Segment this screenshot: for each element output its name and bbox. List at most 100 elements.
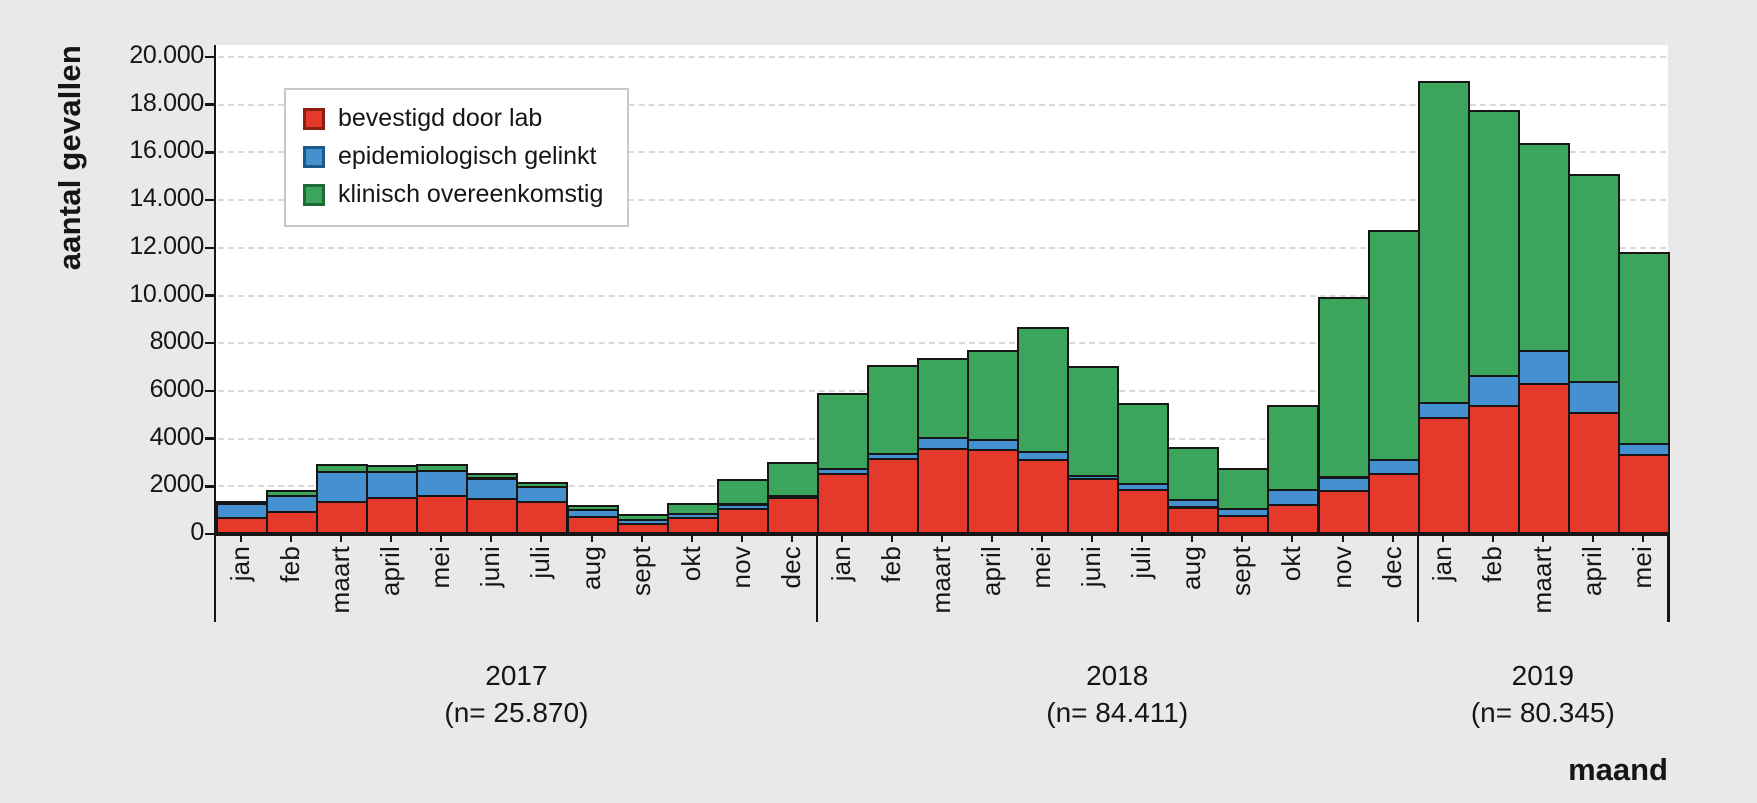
x-tick-mark	[1191, 536, 1194, 542]
x-tick-label: maart	[325, 546, 356, 614]
bar-segment-bevestigd	[1267, 504, 1320, 534]
bar-segment-klinisch	[266, 489, 319, 497]
bar-segment-klinisch	[1217, 468, 1270, 511]
x-tick-label: juli	[525, 546, 556, 579]
bar-segment-bevestigd	[1017, 458, 1070, 534]
x-tick-label: juli	[1126, 546, 1157, 579]
bar-segment-klinisch	[917, 357, 970, 440]
year-label: 2017	[485, 660, 548, 691]
x-tick-label: aug	[1176, 546, 1207, 590]
bar-segment-klinisch	[967, 350, 1020, 442]
y-tick-label: 16.000	[129, 136, 204, 165]
bar-segment-bevestigd	[1567, 412, 1620, 534]
year-n-label: (n= 80.345)	[1470, 696, 1615, 728]
bar-segment-klinisch	[766, 462, 819, 498]
y-tick-mark	[205, 485, 216, 488]
y-tick-mark	[205, 198, 216, 202]
bar-segment-klinisch	[616, 514, 669, 522]
x-tick-mark	[1041, 536, 1044, 542]
x-tick-label: maart	[926, 546, 956, 614]
x-tick-mark	[1441, 536, 1444, 542]
y-tick-mark	[205, 103, 216, 106]
x-tick-mark	[1541, 536, 1544, 542]
x-tick-mark	[740, 536, 743, 542]
x-tick-mark	[941, 536, 943, 542]
bar-segment-klinisch	[1567, 173, 1620, 384]
bar-segment-klinisch	[1067, 365, 1120, 478]
bar-segment-klinisch	[1467, 109, 1520, 378]
bar-segment-bevestigd	[566, 516, 619, 534]
year-caption: 2017 (n= 25.870)	[356, 658, 676, 732]
bar-segment-bevestigd	[416, 494, 469, 534]
gridline	[218, 199, 1666, 202]
legend-swatch-red	[303, 107, 325, 130]
y-tick-label: 2000	[149, 470, 205, 499]
x-axis-title: maand	[1568, 752, 1668, 787]
bar-segment-bevestigd	[766, 497, 819, 534]
x-axis-line	[213, 533, 1668, 536]
bar-segment-klinisch	[216, 500, 269, 505]
gridline	[218, 246, 1666, 249]
gridline	[218, 294, 1666, 297]
bar-segment-klinisch	[1317, 296, 1370, 479]
gridline	[218, 151, 1666, 154]
x-tick-mark	[790, 536, 793, 542]
y-tick-label: 14.000	[129, 184, 204, 213]
bar-segment-bevestigd	[967, 449, 1020, 534]
x-tick-mark	[1091, 536, 1094, 542]
x-tick-mark	[440, 536, 443, 542]
legend-item-epidemiologisch: epidemiologisch gelinkt	[303, 142, 603, 171]
year-caption: 2019 (n= 80.345)	[1383, 658, 1703, 732]
x-tick-mark	[890, 536, 893, 542]
bar-segment-klinisch	[1267, 405, 1320, 491]
x-tick-label: nov	[1326, 546, 1357, 589]
y-tick-mark	[205, 294, 216, 297]
x-tick-label: juni	[1076, 546, 1107, 588]
bar-segment-epidemiologisch	[1517, 350, 1570, 385]
bar-segment-bevestigd	[1117, 488, 1170, 534]
bar-segment-klinisch	[716, 478, 769, 506]
x-tick-label: okt	[1276, 546, 1307, 582]
year-caption: 2018 (n= 84.411)	[957, 658, 1277, 732]
year-n-label: (n= 84.411)	[1046, 696, 1189, 728]
x-tick-mark	[840, 536, 843, 542]
bar-segment-bevestigd	[516, 500, 569, 534]
legend-item-klinisch: klinisch overeenkomstig	[303, 180, 603, 209]
x-tick-label: mei	[1626, 546, 1657, 589]
y-tick-mark	[205, 246, 216, 250]
bar-segment-epidemiologisch	[1367, 458, 1420, 476]
bar-segment-epidemiologisch	[1417, 401, 1470, 420]
x-tick-label: juni	[475, 546, 506, 588]
y-tick-mark	[205, 341, 216, 345]
x-tick-label: aug	[575, 546, 606, 590]
bar-segment-bevestigd	[917, 448, 970, 534]
y-tick-label: 6000	[149, 374, 205, 403]
x-tick-mark	[390, 536, 393, 542]
x-tick-mark	[1141, 536, 1144, 542]
x-tick-mark	[1641, 536, 1644, 542]
bar-segment-epidemiologisch	[1617, 442, 1670, 457]
bar-segment-epidemiologisch	[516, 486, 569, 503]
bar-segment-klinisch	[316, 463, 369, 473]
bar-segment-bevestigd	[1067, 478, 1120, 534]
bar-segment-epidemiologisch	[366, 470, 419, 499]
bar-segment-epidemiologisch	[1317, 476, 1370, 492]
bar-segment-bevestigd	[1517, 382, 1570, 534]
y-tick-mark	[205, 55, 216, 59]
y-tick-label: 10.000	[129, 279, 204, 308]
bar-segment-klinisch	[1167, 446, 1220, 501]
bar-segment-klinisch	[366, 464, 419, 473]
x-tick-mark	[1341, 536, 1344, 542]
x-tick-label: jan	[825, 546, 856, 582]
x-tick-mark	[640, 536, 643, 542]
gridline	[218, 103, 1666, 106]
legend-swatch-green	[303, 183, 325, 206]
bar-segment-klinisch	[1367, 229, 1420, 461]
x-tick-mark	[590, 536, 593, 542]
x-tick-label: april	[976, 546, 1007, 597]
x-tick-label: sept	[625, 546, 656, 596]
x-tick-label: dec	[775, 546, 806, 589]
y-tick-mark	[205, 389, 216, 393]
x-tick-label: feb	[875, 546, 906, 583]
bar-segment-klinisch	[866, 364, 919, 455]
